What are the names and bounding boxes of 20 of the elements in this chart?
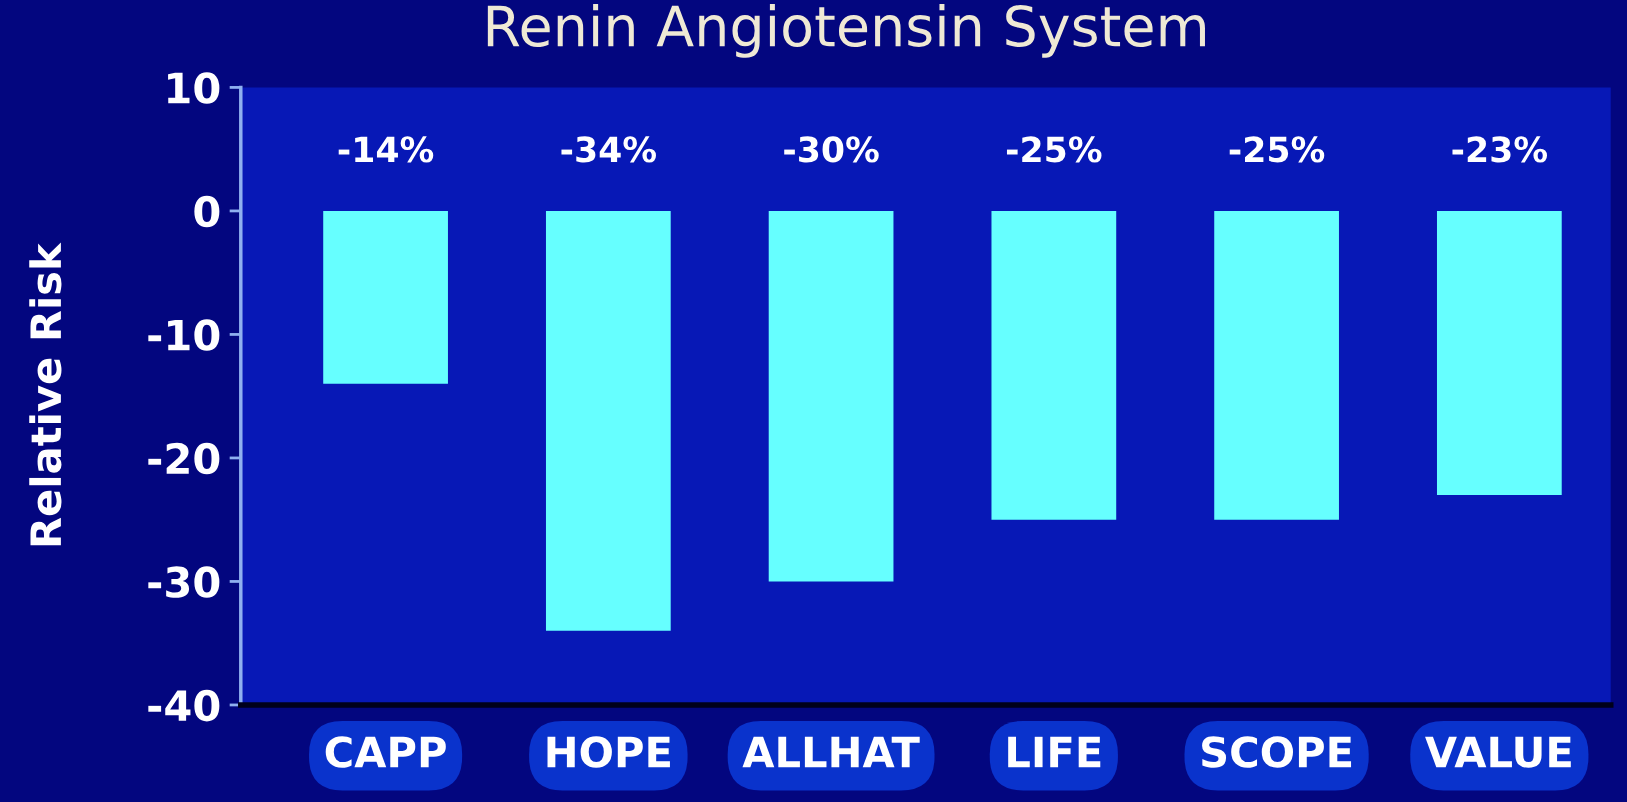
data-label: -25% <box>1229 136 1325 163</box>
y-tick-label: -10 <box>148 319 220 351</box>
data-label: -23% <box>1452 136 1548 163</box>
y-axis-title: Relative Risk <box>29 242 62 546</box>
x-tick-label: LIFE <box>1008 736 1101 768</box>
y-tick-label: -30 <box>148 566 220 598</box>
data-label: -14% <box>338 136 434 163</box>
data-label: -30% <box>784 136 879 163</box>
x-tick-label: ALLHAT <box>742 736 920 768</box>
x-tick-label: SCOPE <box>1202 736 1352 768</box>
y-tick-label: 10 <box>168 72 220 104</box>
x-tick-label: CAPP <box>325 736 446 768</box>
data-label: -34% <box>561 136 656 163</box>
y-tick-label: 0 <box>194 195 220 228</box>
y-tick-label: -40 <box>148 689 220 722</box>
chart-title: Renin Angiotensin System <box>487 4 1205 58</box>
data-label: -25% <box>1006 136 1102 163</box>
x-tick-label: HOPE <box>547 736 670 768</box>
x-tick-label: VALUE <box>1425 736 1571 768</box>
y-tick-label: -20 <box>148 442 220 475</box>
